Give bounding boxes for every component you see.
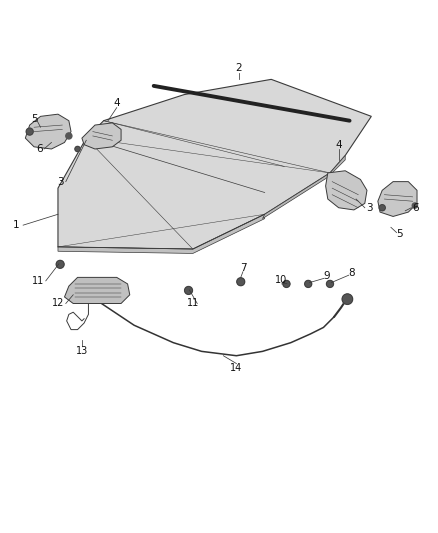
Text: 2: 2 bbox=[235, 63, 242, 74]
Circle shape bbox=[185, 287, 192, 294]
Circle shape bbox=[379, 205, 385, 211]
Text: 6: 6 bbox=[36, 144, 43, 154]
Circle shape bbox=[283, 280, 290, 287]
Text: 5: 5 bbox=[396, 229, 403, 239]
Circle shape bbox=[305, 280, 312, 287]
Polygon shape bbox=[262, 156, 345, 219]
Text: 14: 14 bbox=[230, 363, 243, 373]
Text: 13: 13 bbox=[76, 346, 88, 357]
Text: 11: 11 bbox=[187, 298, 199, 309]
Polygon shape bbox=[378, 182, 417, 216]
Polygon shape bbox=[64, 277, 130, 303]
Circle shape bbox=[326, 280, 333, 287]
Polygon shape bbox=[82, 123, 121, 149]
Polygon shape bbox=[58, 79, 371, 249]
Circle shape bbox=[342, 294, 353, 304]
Text: 11: 11 bbox=[32, 276, 45, 286]
Circle shape bbox=[66, 133, 72, 139]
Polygon shape bbox=[58, 214, 265, 254]
Text: 5: 5 bbox=[31, 114, 37, 124]
Circle shape bbox=[26, 128, 33, 135]
Text: 4: 4 bbox=[336, 140, 342, 150]
Polygon shape bbox=[25, 114, 71, 149]
Text: 10: 10 bbox=[275, 276, 287, 286]
Circle shape bbox=[412, 203, 417, 208]
Text: 8: 8 bbox=[349, 268, 355, 278]
Text: 6: 6 bbox=[413, 203, 419, 213]
Text: 9: 9 bbox=[324, 271, 330, 281]
Text: 1: 1 bbox=[13, 220, 20, 230]
Text: 12: 12 bbox=[52, 298, 64, 309]
Circle shape bbox=[56, 261, 64, 268]
Text: 4: 4 bbox=[113, 98, 120, 108]
Circle shape bbox=[237, 278, 245, 286]
Circle shape bbox=[75, 147, 80, 151]
Polygon shape bbox=[325, 171, 367, 210]
Text: 7: 7 bbox=[240, 263, 246, 273]
Text: 3: 3 bbox=[366, 203, 372, 213]
Text: 3: 3 bbox=[57, 176, 64, 187]
